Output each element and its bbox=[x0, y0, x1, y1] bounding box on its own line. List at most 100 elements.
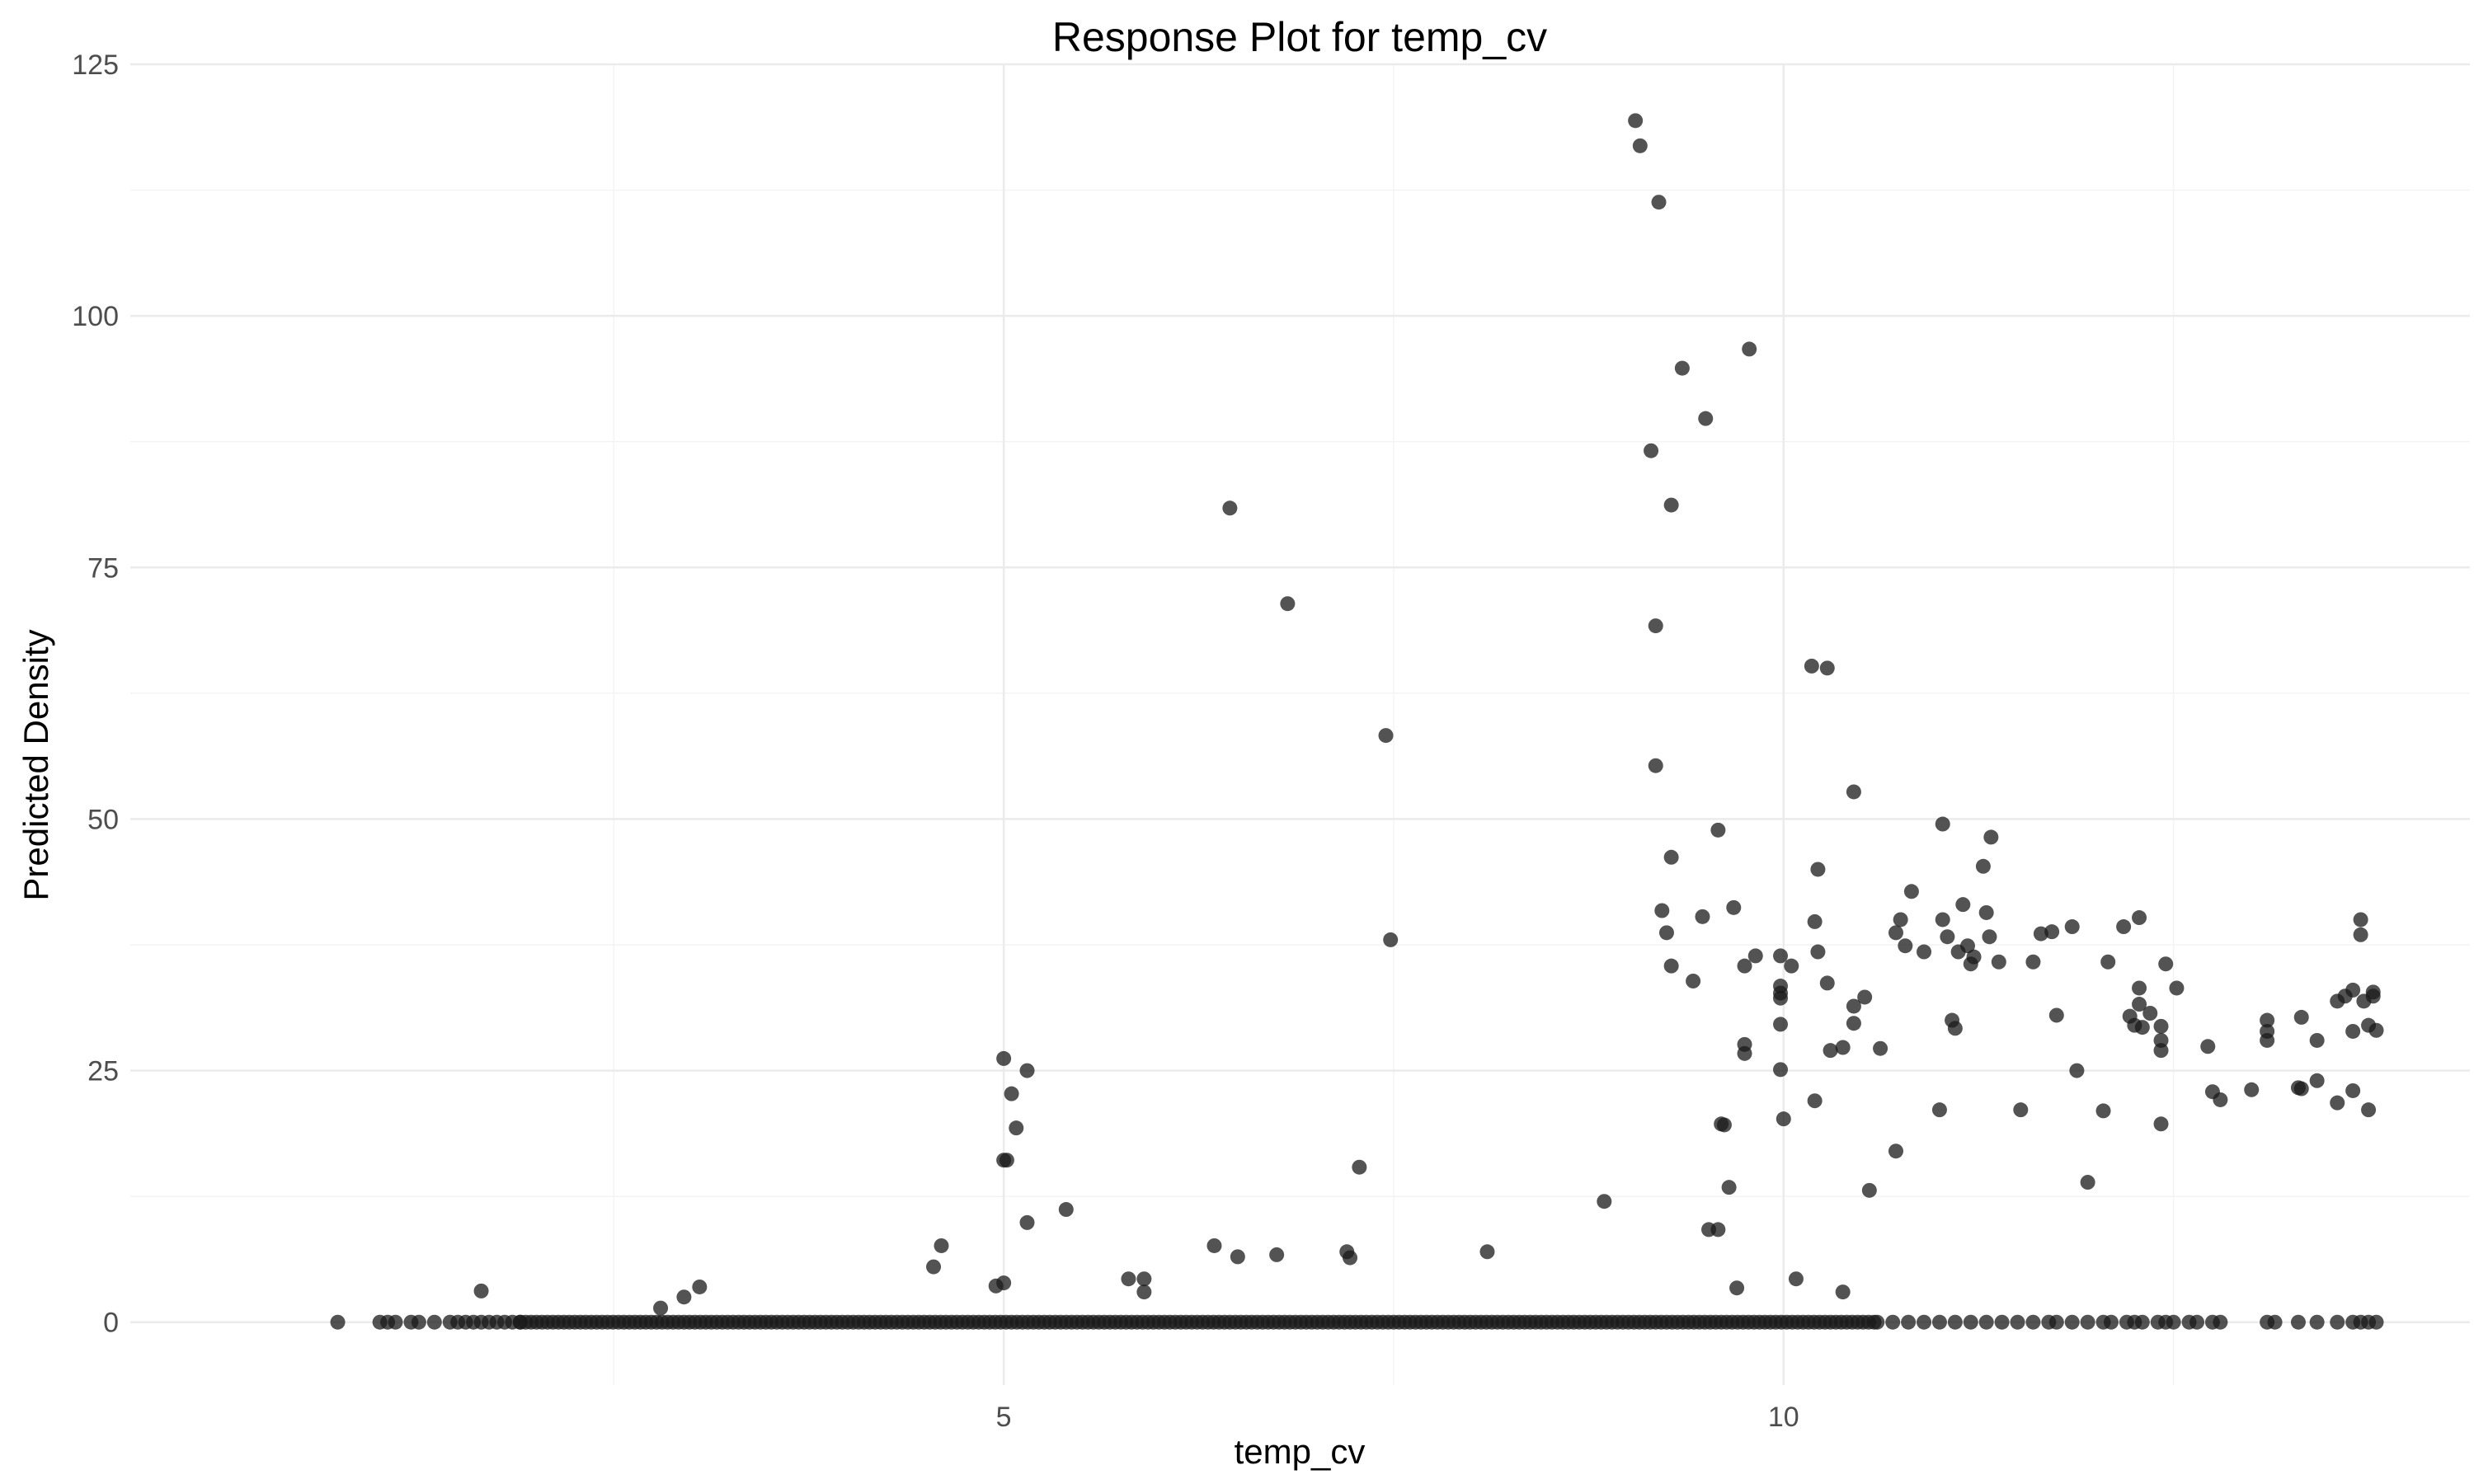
data-point bbox=[1819, 660, 1835, 676]
data-point bbox=[926, 1259, 942, 1275]
data-point bbox=[1784, 958, 1799, 974]
data-point bbox=[1947, 1021, 1963, 1036]
data-point bbox=[2025, 954, 2041, 970]
data-point bbox=[1479, 1244, 1495, 1260]
data-point bbox=[2069, 1063, 2085, 1078]
data-point bbox=[2345, 982, 2361, 998]
data-point bbox=[1716, 1117, 1732, 1133]
data-point bbox=[2353, 927, 2368, 942]
data-point bbox=[1383, 932, 1399, 947]
data-point bbox=[1991, 954, 2006, 970]
data-point bbox=[934, 1237, 949, 1253]
data-point bbox=[2368, 1314, 2384, 1330]
data-point bbox=[1901, 1314, 1917, 1330]
chart-title: Response Plot for temp_cv bbox=[1052, 14, 1547, 60]
data-point bbox=[1222, 500, 1238, 516]
data-point bbox=[1931, 1102, 1947, 1118]
data-point bbox=[1710, 1222, 1726, 1237]
data-point bbox=[2244, 1082, 2260, 1097]
y-tick-label: 125 bbox=[72, 49, 119, 81]
data-point bbox=[2200, 1039, 2216, 1054]
data-point bbox=[1888, 925, 1903, 941]
data-point bbox=[1940, 929, 1955, 945]
data-point bbox=[1378, 728, 1394, 744]
data-point bbox=[1721, 1180, 1737, 1195]
data-point bbox=[1810, 862, 1826, 877]
data-point bbox=[1651, 195, 1667, 210]
data-point bbox=[1823, 1043, 1838, 1059]
data-point bbox=[1935, 912, 1950, 928]
data-point bbox=[2368, 1022, 2384, 1038]
data-point bbox=[2361, 1102, 2377, 1118]
data-point bbox=[2365, 984, 2381, 1000]
data-point bbox=[2025, 1314, 2041, 1330]
data-point bbox=[2345, 1023, 2361, 1039]
data-point bbox=[1658, 925, 1674, 941]
data-point bbox=[1846, 784, 1861, 800]
data-point bbox=[2293, 1081, 2309, 1097]
data-point bbox=[2330, 1095, 2345, 1111]
data-point bbox=[1206, 1237, 1222, 1253]
data-point bbox=[2134, 1314, 2150, 1330]
data-point bbox=[1632, 138, 1648, 153]
data-point bbox=[411, 1314, 426, 1330]
data-point bbox=[1674, 360, 1690, 376]
data-point bbox=[1710, 822, 1726, 838]
data-point bbox=[2132, 997, 2147, 1012]
data-point bbox=[1019, 1063, 1035, 1078]
data-point bbox=[1663, 849, 1679, 865]
data-point bbox=[2080, 1175, 2095, 1190]
data-point bbox=[1978, 904, 1994, 920]
data-point bbox=[2290, 1314, 2306, 1330]
data-point bbox=[2095, 1103, 2111, 1119]
data-point bbox=[1698, 411, 1714, 426]
y-tick-label: 25 bbox=[87, 1056, 119, 1087]
data-point bbox=[1136, 1271, 1152, 1287]
data-point bbox=[2166, 1314, 2181, 1330]
data-point bbox=[1648, 758, 1663, 773]
data-point bbox=[1994, 1314, 2010, 1330]
data-point bbox=[1230, 1249, 1245, 1265]
data-point bbox=[2153, 1043, 2169, 1059]
data-point bbox=[1835, 1040, 1851, 1055]
data-point bbox=[1982, 929, 1997, 945]
data-point bbox=[2010, 1314, 2025, 1330]
data-point bbox=[1773, 1062, 1789, 1078]
data-point bbox=[2293, 1009, 2309, 1025]
data-point bbox=[2169, 980, 2185, 996]
data-points bbox=[330, 113, 2384, 1330]
data-point bbox=[1935, 816, 1950, 832]
data-point bbox=[2103, 1314, 2119, 1330]
data-point bbox=[2267, 1314, 2283, 1330]
data-point bbox=[2132, 910, 2147, 926]
x-axis-tick-labels: 5 10 bbox=[996, 1402, 1799, 1433]
data-point bbox=[1804, 658, 1819, 674]
data-point bbox=[1819, 975, 1835, 991]
data-point bbox=[1975, 858, 1991, 874]
x-tick-label: 10 bbox=[1768, 1402, 1799, 1433]
data-point bbox=[2158, 956, 2174, 972]
data-point bbox=[1978, 1314, 1994, 1330]
data-point bbox=[1810, 944, 1826, 960]
major-gridlines bbox=[130, 63, 2470, 1385]
data-point bbox=[1888, 1144, 1903, 1159]
data-point bbox=[2189, 1314, 2205, 1330]
data-point bbox=[999, 1153, 1014, 1168]
y-tick-label: 75 bbox=[87, 552, 119, 584]
data-point bbox=[1729, 1280, 1745, 1296]
data-point bbox=[2064, 919, 2080, 935]
data-point bbox=[2080, 1314, 2095, 1330]
data-point bbox=[1663, 497, 1679, 513]
data-point bbox=[388, 1314, 403, 1330]
data-point bbox=[2213, 1092, 2228, 1107]
data-point bbox=[1966, 949, 1982, 965]
data-point bbox=[996, 1050, 1012, 1066]
data-point bbox=[1885, 1314, 1901, 1330]
data-point bbox=[676, 1289, 692, 1305]
data-point bbox=[1959, 938, 1975, 954]
data-point bbox=[2353, 912, 2368, 928]
data-point bbox=[996, 1275, 1012, 1291]
data-point bbox=[1846, 1016, 1861, 1031]
data-point bbox=[2048, 1314, 2064, 1330]
